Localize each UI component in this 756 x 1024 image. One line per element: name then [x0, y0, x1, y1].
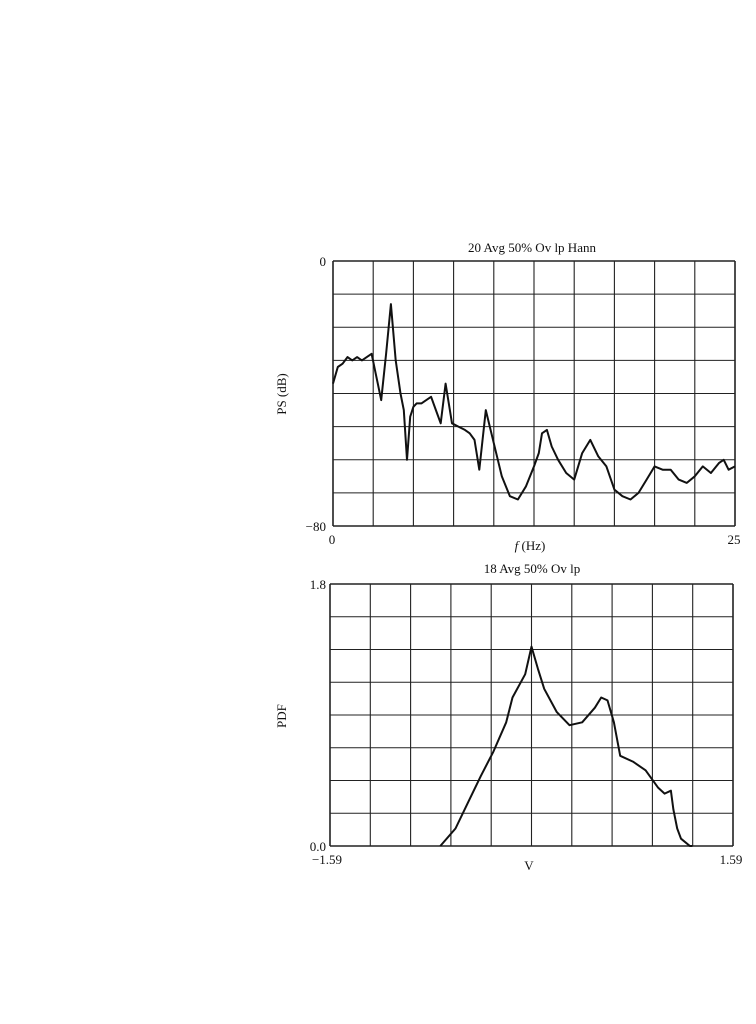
chart1-xlabel: f (Hz) — [515, 538, 546, 553]
chart2-ylabel: PDF — [274, 704, 289, 728]
chart2-title: 18 Avg 50% Ov lp — [484, 561, 581, 576]
chart1-title: 20 Avg 50% Ov lp Hann — [468, 240, 596, 255]
chart1-xlabel-unit: (Hz) — [518, 538, 545, 553]
chart2-xlabel: V — [524, 858, 534, 873]
chart1-series — [332, 303, 736, 501]
chart2-xtick-max: 1.59 — [720, 852, 743, 867]
chart1-ytick-max: 0 — [320, 254, 327, 269]
chart2-ytick-max: 1.8 — [310, 577, 326, 592]
chart2-series-line — [439, 645, 693, 847]
chart1-xlabel-italic: f — [515, 538, 521, 553]
chart1-xtick-max: 25 — [728, 532, 741, 547]
chart1-ylabel: PS (dB) — [274, 373, 289, 415]
power-spectrum-chart: 20 Avg 50% Ov lp Hann PS (dB) 0 −80 0 25… — [274, 240, 741, 553]
chart2-ytick-min: 0.0 — [310, 839, 326, 854]
chart1-grid — [332, 260, 736, 527]
chart1-xtick-min: 0 — [329, 532, 336, 547]
chart2-xtick-min: −1.59 — [312, 852, 342, 867]
chart1-series-line — [332, 303, 736, 501]
chart2-series — [439, 645, 693, 847]
chart1-ytick-min: −80 — [306, 519, 326, 534]
pdf-chart: 18 Avg 50% Ov lp PDF 1.8 0.0 −1.59 1.59 … — [274, 561, 742, 873]
